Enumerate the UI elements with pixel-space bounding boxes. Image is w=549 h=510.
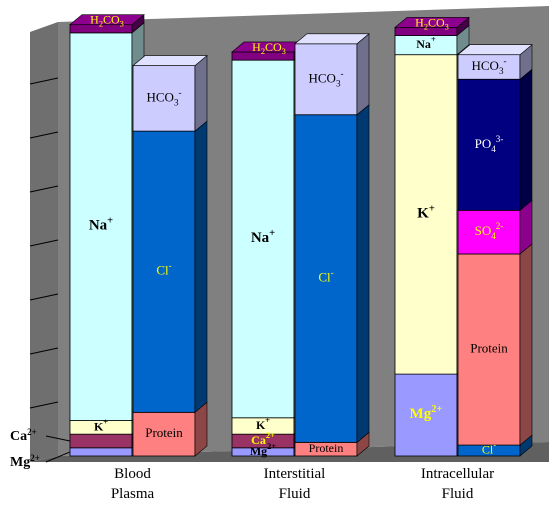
label-k: K+ <box>256 416 270 431</box>
label-cl: Cl- <box>318 268 333 285</box>
label-hco3: HCO3- <box>146 87 181 107</box>
bar-hco3 <box>294 43 358 116</box>
label-ca: Ca2+ <box>251 431 275 446</box>
column-4-cations <box>394 16 470 457</box>
label-na: Na+ <box>251 228 275 247</box>
category-label: Interstitial <box>264 466 326 482</box>
bar-na <box>231 59 295 419</box>
gridline <box>29 401 59 409</box>
category-label: Fluid <box>279 486 311 502</box>
segment-labels: K+Na+H2CO3ProteinCl-HCO3-Mg2+Ca2+K+Na+H2… <box>89 12 508 457</box>
label-hco3: HCO3- <box>471 56 506 76</box>
label-hco3: HCO3- <box>308 68 343 88</box>
label-mg: Mg2+ <box>410 404 443 423</box>
label-so4: SO42- <box>475 221 504 241</box>
gridline <box>29 185 59 193</box>
category-label: Blood <box>114 466 151 482</box>
bar-columns <box>69 14 533 457</box>
bar-side-protein <box>519 243 533 446</box>
bar-side-hco3 <box>356 33 370 116</box>
bar-ca <box>69 433 133 449</box>
label-h2co3: H2CO3 <box>415 15 449 32</box>
bar-protein <box>457 253 521 446</box>
bar-hco3 <box>132 65 196 132</box>
category-label: Plasma <box>111 486 155 502</box>
bar-top-hco3 <box>294 33 370 45</box>
bar-cl <box>132 130 196 413</box>
bar-mg <box>394 373 458 457</box>
bar-so4 <box>457 209 521 255</box>
bar-k <box>394 54 458 375</box>
side-label-leader <box>45 435 71 442</box>
bar-mg <box>69 447 133 457</box>
label-protein: Protein <box>145 425 183 440</box>
gridline <box>29 131 59 139</box>
category-label: Intracellular <box>421 466 494 482</box>
bar-side-cl <box>356 104 370 443</box>
bar-top-hco3 <box>457 44 533 55</box>
column-1-anions <box>132 54 208 457</box>
label-h2co3: H2CO3 <box>252 40 286 57</box>
gridline <box>29 293 59 301</box>
side-label-leader <box>45 451 71 463</box>
label-cl: Cl- <box>482 441 496 456</box>
label-k: K+ <box>94 418 108 433</box>
bar-top-h2co3 <box>394 17 470 28</box>
side-labels: Ca2+ Mg2+ <box>10 427 71 470</box>
gridline <box>29 239 59 247</box>
column-5-anions <box>457 44 533 457</box>
bar-po4 <box>457 78 521 211</box>
label-na: Na+ <box>416 36 436 51</box>
bar-side-hco3 <box>194 54 208 132</box>
side-label-mg: Mg2+ <box>10 453 40 470</box>
category-labels: Blood Plasma Interstitial Fluid Intracellula… <box>111 466 494 502</box>
label-na: Na+ <box>89 216 113 235</box>
label-protein: Protein <box>309 441 344 455</box>
label-cl: Cl- <box>156 261 171 278</box>
bar-side-cl <box>194 120 208 413</box>
gridline <box>29 77 59 85</box>
bar-protein <box>132 411 196 457</box>
label-k: K+ <box>417 203 435 222</box>
side-wall <box>30 22 58 462</box>
category-label: Fluid <box>442 486 474 502</box>
column-3-anions <box>294 33 370 457</box>
label-h2co3: H2CO3 <box>90 12 124 29</box>
bar-top-h2co3 <box>69 14 145 25</box>
side-label-ca: Ca2+ <box>10 427 37 444</box>
label-protein: Protein <box>470 341 508 356</box>
gridline <box>29 347 59 355</box>
bar-side-po4 <box>519 68 533 211</box>
bar-cl <box>294 114 358 443</box>
bar-top-hco3 <box>132 55 208 66</box>
label-mg: Mg2+ <box>250 442 277 457</box>
label-po4: PO43- <box>475 134 504 154</box>
gridlines <box>29 77 59 409</box>
